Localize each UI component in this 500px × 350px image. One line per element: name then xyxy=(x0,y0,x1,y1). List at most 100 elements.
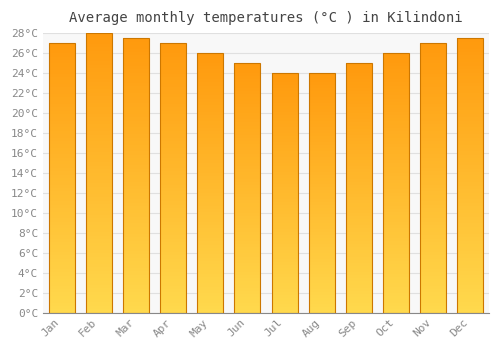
Bar xyxy=(420,229,446,232)
Bar xyxy=(197,102,223,105)
Bar xyxy=(458,302,483,306)
Bar xyxy=(197,66,223,69)
Bar xyxy=(86,155,112,159)
Bar xyxy=(272,226,297,229)
Bar xyxy=(346,160,372,163)
Bar xyxy=(308,244,334,247)
Bar xyxy=(197,290,223,293)
Bar xyxy=(86,201,112,204)
Bar xyxy=(346,309,372,313)
Bar xyxy=(197,92,223,95)
Bar xyxy=(48,266,74,269)
Bar xyxy=(272,208,297,211)
Bar xyxy=(86,222,112,225)
Bar xyxy=(458,278,483,282)
Bar xyxy=(123,261,149,265)
Bar xyxy=(160,124,186,127)
Bar xyxy=(420,97,446,100)
Bar xyxy=(346,76,372,79)
Bar xyxy=(420,191,446,195)
Bar xyxy=(308,88,334,91)
Bar xyxy=(160,164,186,168)
Bar xyxy=(383,73,409,76)
Bar xyxy=(420,117,446,121)
Bar xyxy=(160,80,186,84)
Bar xyxy=(272,163,297,166)
Bar xyxy=(383,60,409,63)
Bar xyxy=(48,97,74,100)
Bar xyxy=(123,79,149,83)
Bar xyxy=(383,86,409,89)
Bar xyxy=(420,275,446,279)
Bar xyxy=(420,293,446,296)
Bar xyxy=(48,111,74,114)
Bar xyxy=(383,264,409,267)
Bar xyxy=(420,74,446,77)
Bar xyxy=(197,303,223,306)
Bar xyxy=(420,198,446,202)
Bar xyxy=(420,50,446,53)
Bar xyxy=(160,185,186,188)
Bar xyxy=(308,205,334,208)
Bar xyxy=(86,260,112,264)
Bar xyxy=(308,175,334,178)
Bar xyxy=(420,306,446,309)
Bar xyxy=(272,133,297,136)
Bar xyxy=(48,87,74,90)
Bar xyxy=(420,100,446,104)
Bar xyxy=(458,155,483,158)
Bar xyxy=(160,188,186,191)
Bar xyxy=(272,145,297,148)
Bar xyxy=(272,196,297,199)
Bar xyxy=(272,217,297,220)
Bar xyxy=(234,163,260,166)
Bar xyxy=(123,86,149,90)
Bar xyxy=(234,113,260,116)
Bar xyxy=(234,100,260,104)
Bar xyxy=(308,121,334,124)
Bar xyxy=(383,219,409,222)
Bar xyxy=(234,110,260,113)
Bar xyxy=(458,220,483,223)
Bar xyxy=(420,90,446,94)
Bar xyxy=(346,141,372,144)
Bar xyxy=(234,160,260,163)
Bar xyxy=(458,52,483,55)
Bar xyxy=(123,103,149,107)
Bar xyxy=(383,267,409,271)
Bar xyxy=(234,222,260,225)
Bar xyxy=(86,278,112,281)
Bar xyxy=(123,169,149,172)
Bar xyxy=(48,63,74,67)
Bar xyxy=(197,131,223,134)
Bar xyxy=(420,286,446,289)
Bar xyxy=(160,127,186,131)
Bar xyxy=(234,288,260,291)
Bar xyxy=(123,76,149,79)
Bar xyxy=(308,136,334,139)
Bar xyxy=(272,289,297,292)
Bar xyxy=(383,261,409,264)
Bar xyxy=(123,100,149,103)
Bar xyxy=(160,286,186,289)
Bar xyxy=(123,309,149,313)
Bar xyxy=(160,161,186,164)
Bar xyxy=(48,171,74,175)
Bar xyxy=(48,117,74,121)
Bar xyxy=(420,259,446,262)
Bar xyxy=(272,250,297,253)
Bar xyxy=(197,241,223,245)
Bar xyxy=(123,254,149,258)
Bar xyxy=(383,222,409,225)
Bar xyxy=(197,108,223,112)
Bar xyxy=(458,42,483,45)
Bar xyxy=(234,97,260,100)
Bar xyxy=(272,109,297,112)
Bar xyxy=(160,151,186,154)
Bar xyxy=(48,275,74,279)
Bar xyxy=(48,175,74,178)
Bar xyxy=(346,72,372,76)
Bar xyxy=(383,277,409,280)
Bar xyxy=(346,166,372,169)
Bar xyxy=(48,50,74,53)
